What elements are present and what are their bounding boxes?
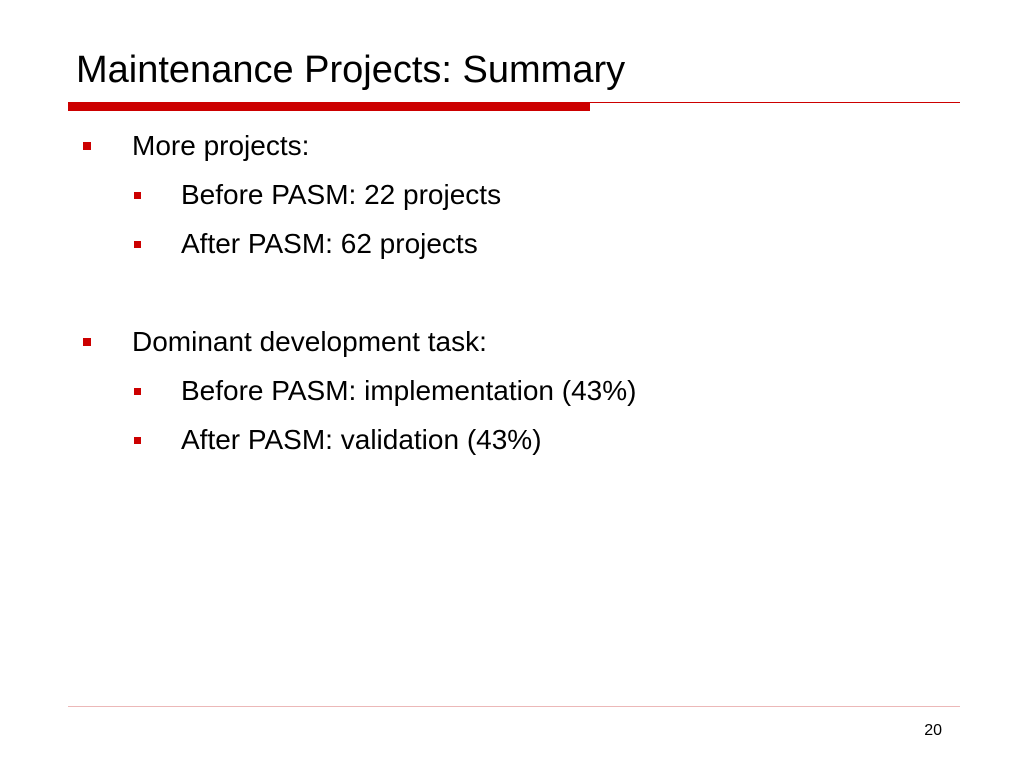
bullet-text: Dominant development task:: [132, 326, 487, 357]
square-bullet-icon: [134, 388, 141, 395]
title-underline-thick: [68, 102, 590, 111]
sub-bullet-text: After PASM: 62 projects: [181, 228, 478, 259]
sub-bullet-text: After PASM: validation (43%): [181, 424, 542, 455]
footer-divider: [68, 706, 960, 707]
page-number: 20: [924, 722, 942, 739]
square-bullet-icon: [134, 437, 141, 444]
title-underline-thin: [590, 102, 960, 103]
square-bullet-icon: [83, 338, 91, 346]
bullet-text: More projects:: [132, 130, 310, 161]
square-bullet-icon: [83, 142, 91, 150]
sub-bullet-text: Before PASM: 22 projects: [181, 179, 502, 210]
square-bullet-icon: [134, 241, 141, 248]
slide-title: Maintenance Projects: Summary: [76, 49, 626, 91]
sub-bullet-text: Before PASM: implementation (43%): [181, 375, 637, 406]
square-bullet-icon: [134, 192, 141, 199]
